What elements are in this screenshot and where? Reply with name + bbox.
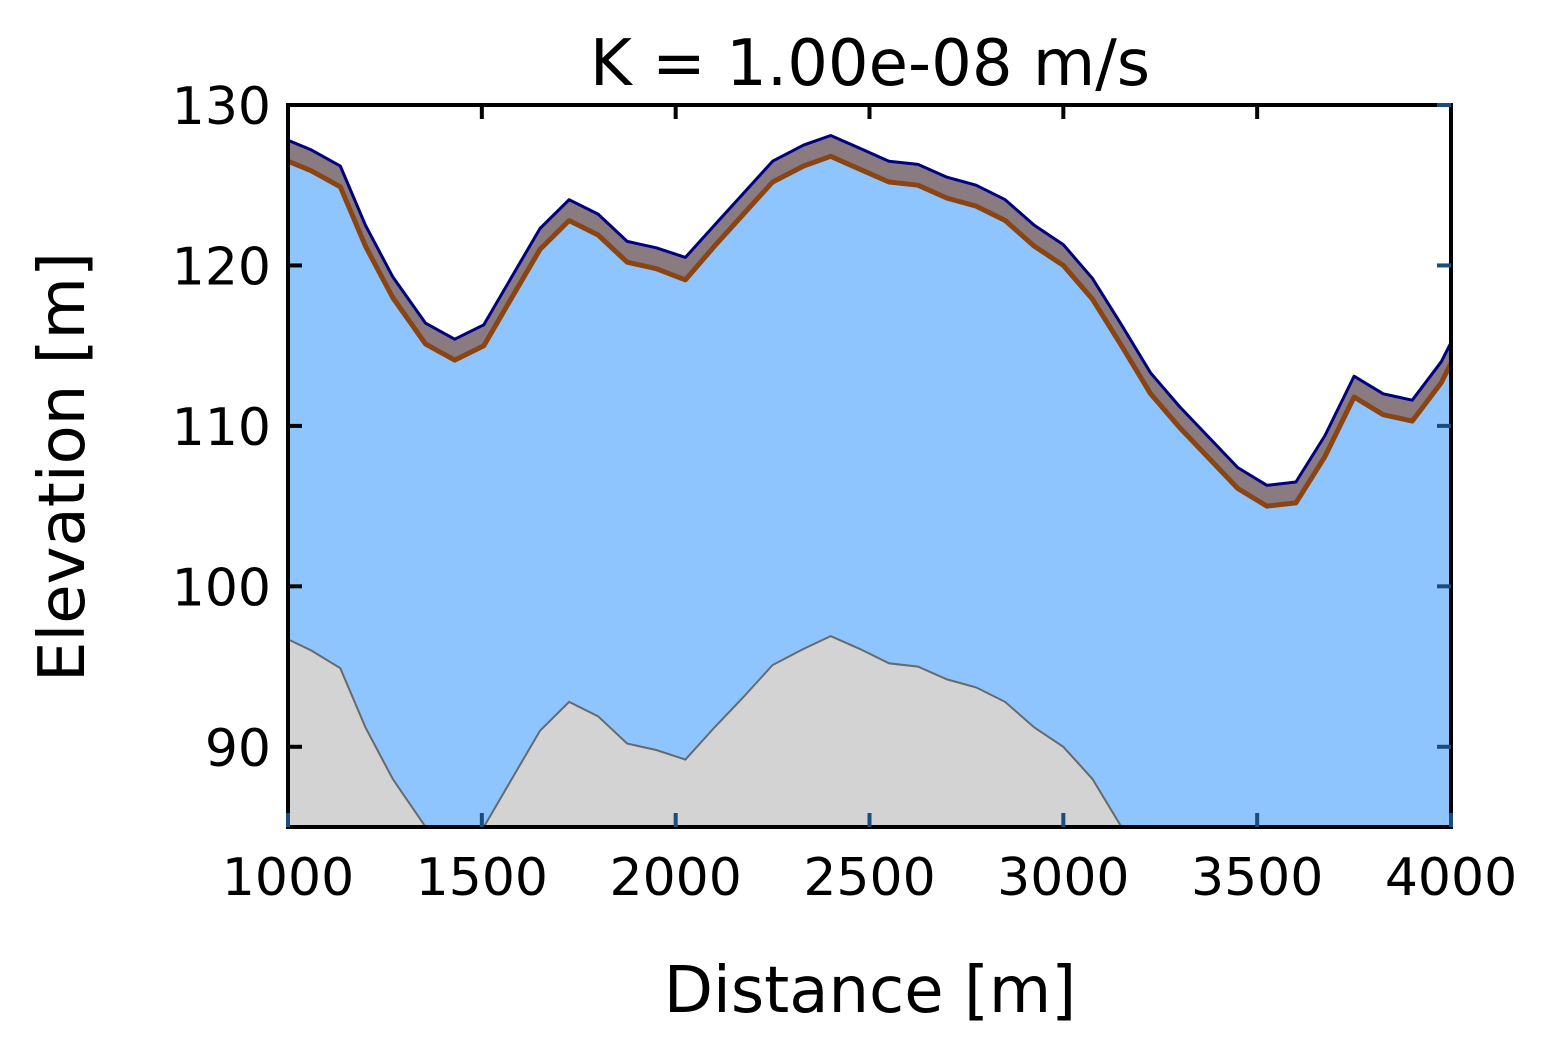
- x-tick-label: 1500: [416, 848, 548, 908]
- x-tick-label: 1000: [222, 848, 354, 908]
- x-tick-label: 2500: [803, 848, 935, 908]
- area-main: [288, 135, 1451, 827]
- series-line-band: [288, 153, 1451, 509]
- axes: 1000 1500 2000 2500 3000 3500 4000 90 100 110 120 1…: [172, 77, 1517, 908]
- area-bottom: [288, 636, 1451, 827]
- plot-area: [288, 134, 1451, 827]
- x-tick-label: 3500: [1191, 848, 1323, 908]
- x-tick-label: 3000: [997, 848, 1129, 908]
- y-tick-label: 100: [172, 558, 271, 618]
- chart-title: K = 1.00e-08 m/s: [590, 27, 1150, 101]
- x-tick-label: 2000: [609, 848, 741, 908]
- series-line-top: [288, 134, 1451, 487]
- x-tick-label: 4000: [1385, 848, 1517, 908]
- y-tick-label: 90: [205, 719, 271, 779]
- x-axis-label: Distance [m]: [664, 954, 1076, 1028]
- series-line-bottom: [288, 635, 1451, 827]
- y-axis-label: Elevation [m]: [26, 252, 100, 682]
- y-tick-label: 110: [172, 398, 271, 458]
- y-tick-label: 120: [172, 237, 271, 297]
- y-tick-label: 130: [172, 77, 271, 137]
